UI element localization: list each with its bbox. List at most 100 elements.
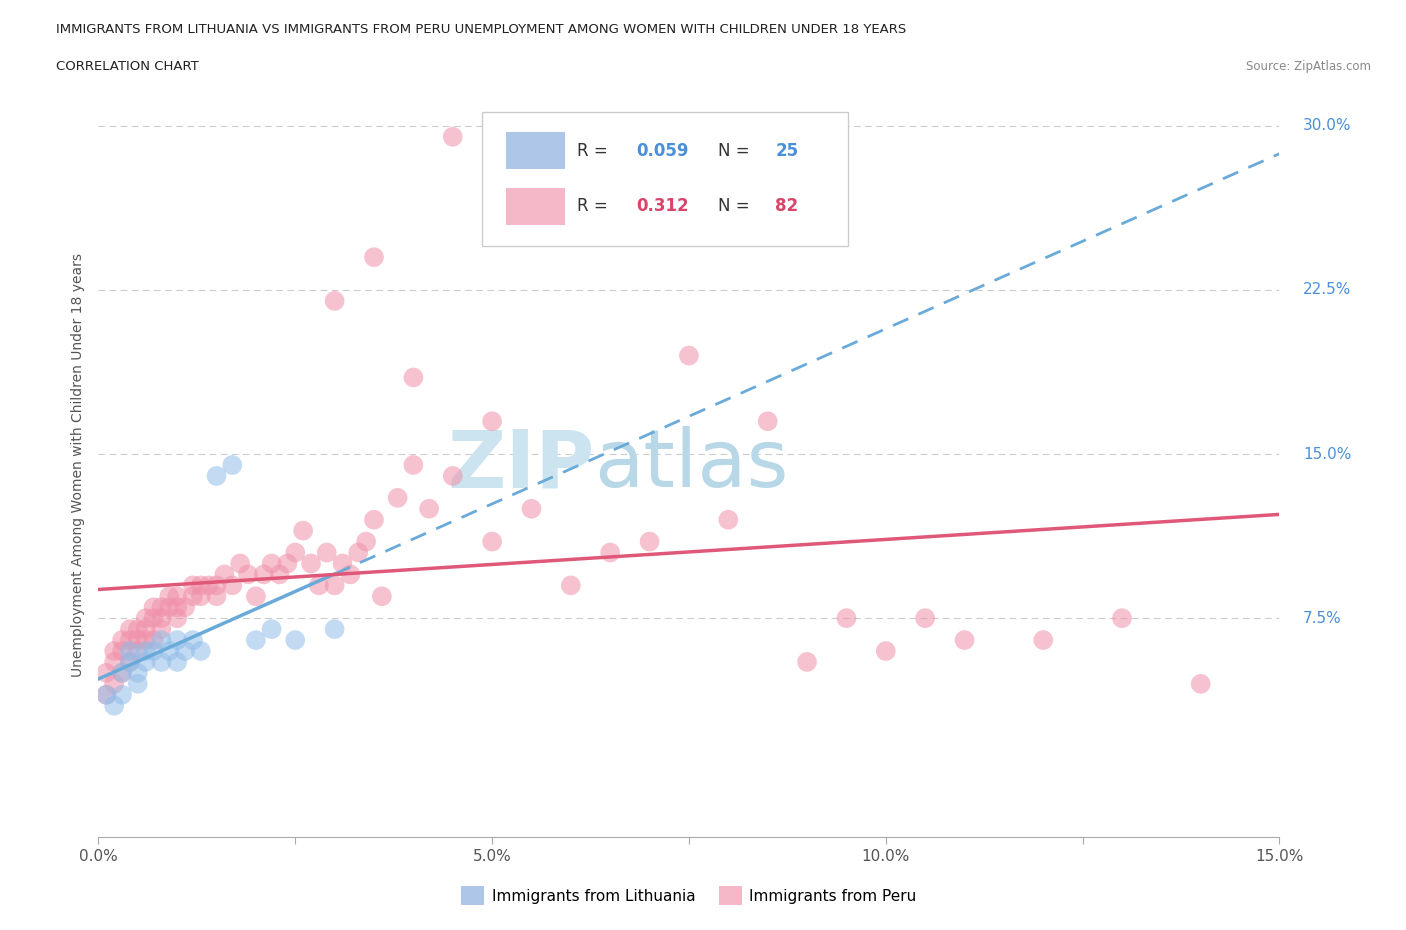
Text: 82: 82	[775, 197, 799, 216]
Point	[111, 687, 134, 702]
Point	[323, 294, 346, 309]
Point	[418, 501, 440, 516]
Point	[135, 621, 157, 636]
Point	[236, 567, 259, 582]
Point	[111, 666, 134, 681]
Point	[166, 655, 188, 670]
Point	[103, 698, 125, 713]
Point	[150, 600, 173, 615]
Point	[166, 611, 188, 626]
Text: 25: 25	[775, 141, 799, 160]
Point	[260, 621, 283, 636]
FancyBboxPatch shape	[506, 188, 565, 225]
Point	[96, 687, 118, 702]
Point	[118, 655, 141, 670]
Point	[284, 545, 307, 560]
Text: ZIP: ZIP	[447, 426, 595, 504]
Point	[308, 578, 330, 592]
Point	[205, 578, 228, 592]
Point	[127, 676, 149, 691]
Point	[371, 589, 394, 604]
Text: 0.312: 0.312	[636, 197, 689, 216]
Legend: Immigrants from Lithuania, Immigrants from Peru: Immigrants from Lithuania, Immigrants fr…	[456, 881, 922, 911]
Point	[221, 458, 243, 472]
Text: 22.5%: 22.5%	[1303, 283, 1351, 298]
Point	[717, 512, 740, 527]
Point	[678, 348, 700, 363]
Point	[796, 655, 818, 670]
Point	[118, 632, 141, 647]
Point	[150, 621, 173, 636]
Text: 0.059: 0.059	[636, 141, 689, 160]
Text: R =: R =	[576, 141, 613, 160]
Point	[157, 589, 180, 604]
Point	[118, 655, 141, 670]
Point	[157, 600, 180, 615]
Point	[354, 534, 377, 549]
Point	[914, 611, 936, 626]
Point	[142, 644, 165, 658]
Point	[135, 632, 157, 647]
Point	[253, 567, 276, 582]
Text: 15.0%: 15.0%	[1303, 446, 1351, 461]
Point	[339, 567, 361, 582]
Point	[127, 621, 149, 636]
Point	[111, 632, 134, 647]
Text: 30.0%: 30.0%	[1303, 118, 1351, 133]
Point	[103, 655, 125, 670]
Point	[135, 644, 157, 658]
Point	[190, 589, 212, 604]
Point	[332, 556, 354, 571]
Point	[111, 666, 134, 681]
Point	[441, 129, 464, 144]
Point	[756, 414, 779, 429]
Point	[520, 501, 543, 516]
Point	[127, 632, 149, 647]
Text: CORRELATION CHART: CORRELATION CHART	[56, 60, 200, 73]
Point	[315, 545, 337, 560]
Text: atlas: atlas	[595, 426, 789, 504]
Point	[323, 578, 346, 592]
Point	[197, 578, 219, 592]
Point	[142, 611, 165, 626]
Point	[402, 370, 425, 385]
Point	[111, 644, 134, 658]
Point	[181, 578, 204, 592]
Point	[181, 589, 204, 604]
Point	[190, 578, 212, 592]
Point	[166, 632, 188, 647]
Point	[103, 644, 125, 658]
Point	[150, 632, 173, 647]
Point	[157, 644, 180, 658]
FancyBboxPatch shape	[482, 112, 848, 246]
Text: N =: N =	[718, 197, 755, 216]
Point	[96, 687, 118, 702]
Point	[387, 490, 409, 505]
Point	[135, 611, 157, 626]
Point	[174, 600, 197, 615]
Point	[481, 414, 503, 429]
Point	[103, 676, 125, 691]
Point	[284, 632, 307, 647]
Point	[118, 644, 141, 658]
Point	[481, 534, 503, 549]
Point	[181, 632, 204, 647]
Point	[127, 666, 149, 681]
Point	[205, 589, 228, 604]
Point	[260, 556, 283, 571]
Point	[150, 611, 173, 626]
Point	[953, 632, 976, 647]
Y-axis label: Unemployment Among Women with Children Under 18 years: Unemployment Among Women with Children U…	[72, 253, 86, 677]
Point	[166, 600, 188, 615]
Point	[875, 644, 897, 658]
Point	[142, 600, 165, 615]
Text: 7.5%: 7.5%	[1303, 611, 1341, 626]
Point	[214, 567, 236, 582]
Text: R =: R =	[576, 197, 613, 216]
Point	[1032, 632, 1054, 647]
Point	[402, 458, 425, 472]
Point	[560, 578, 582, 592]
Point	[166, 589, 188, 604]
Point	[599, 545, 621, 560]
Point	[245, 589, 267, 604]
